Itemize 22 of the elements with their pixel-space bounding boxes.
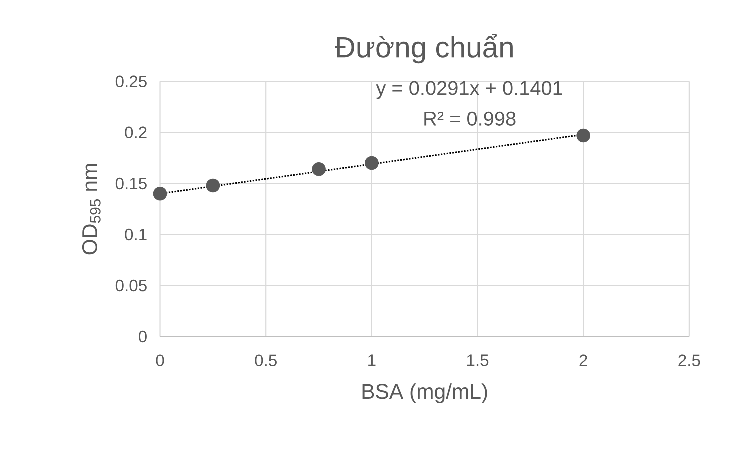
y-tick-label: 0.25 xyxy=(116,76,147,88)
x-tick-label: 0.5 xyxy=(255,354,277,367)
y-tick-label: 0 xyxy=(139,330,147,343)
point xyxy=(153,187,168,201)
y-tick-label: 0.1 xyxy=(125,228,147,241)
y-tick-label: 0.05 xyxy=(116,280,147,292)
x-tick-label: 1 xyxy=(368,354,376,366)
x-tick-label: 1.5 xyxy=(467,354,489,366)
y-axis-title: OD$_{595}$ nm xyxy=(82,164,101,255)
chart-title: Đường chuẩn xyxy=(335,34,513,64)
y-tick-label: 0.2 xyxy=(125,126,147,139)
annotation: y = 0.0291x + 0.1401 xyxy=(376,81,562,100)
x-tick-label: 2 xyxy=(580,354,588,366)
annotation: R² = 0.998 xyxy=(424,112,516,126)
x-tick-label: 2.5 xyxy=(678,354,700,367)
point xyxy=(365,156,379,170)
point xyxy=(576,128,591,143)
point xyxy=(312,162,326,176)
x-tick-label: 0 xyxy=(156,354,164,367)
y-tick-label: 0.15 xyxy=(116,178,147,190)
point xyxy=(206,178,220,193)
x-axis-title: BSA (mg/mL) xyxy=(362,384,488,404)
